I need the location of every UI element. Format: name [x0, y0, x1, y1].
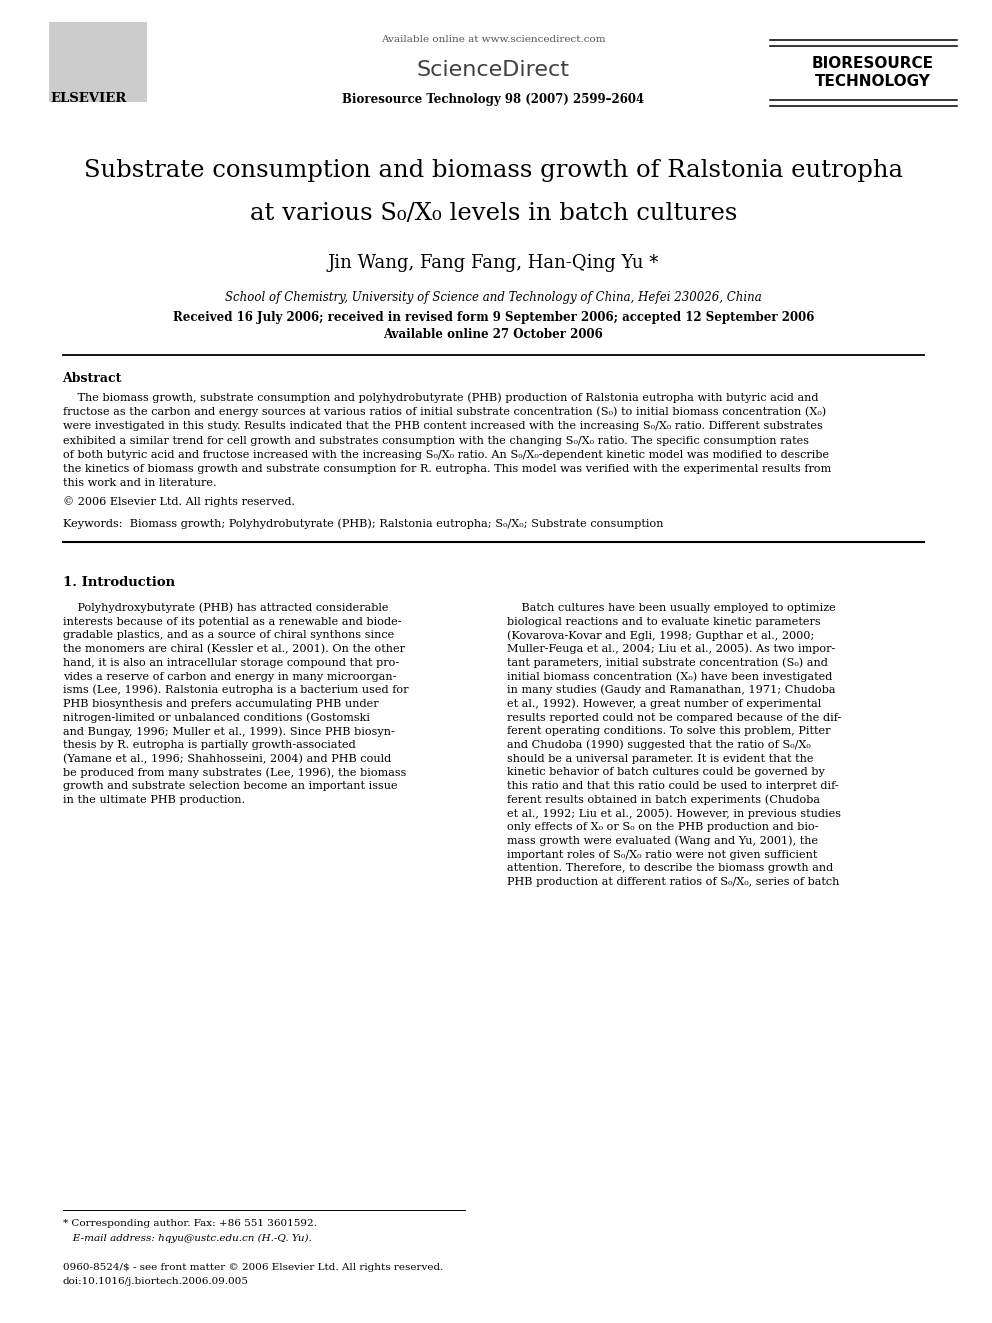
Text: fructose as the carbon and energy sources at various ratios of initial substrate: fructose as the carbon and energy source…	[62, 407, 825, 418]
Text: School of Chemistry, University of Science and Technology of China, Hefei 230026: School of Chemistry, University of Scien…	[225, 291, 762, 303]
Text: vides a reserve of carbon and energy in many microorgan-: vides a reserve of carbon and energy in …	[62, 672, 396, 681]
Text: ferent results obtained in batch experiments (Chudoba: ferent results obtained in batch experim…	[508, 795, 820, 806]
Text: mass growth were evaluated (Wang and Yu, 2001), the: mass growth were evaluated (Wang and Yu,…	[508, 836, 818, 847]
Text: Bioresource Technology 98 (2007) 2599–2604: Bioresource Technology 98 (2007) 2599–26…	[342, 94, 645, 106]
Text: Available online 27 October 2006: Available online 27 October 2006	[384, 328, 603, 340]
Text: of both butyric acid and fructose increased with the increasing S₀/X₀ ratio. An : of both butyric acid and fructose increa…	[62, 450, 828, 460]
Text: in the ultimate PHB production.: in the ultimate PHB production.	[62, 795, 245, 804]
Text: PHB biosynthesis and prefers accumulating PHB under: PHB biosynthesis and prefers accumulatin…	[62, 699, 378, 709]
Text: ELSEVIER: ELSEVIER	[51, 91, 127, 105]
Text: in many studies (Gaudy and Ramanathan, 1971; Chudoba: in many studies (Gaudy and Ramanathan, 1…	[508, 685, 836, 696]
Text: 0960-8524/$ - see front matter © 2006 Elsevier Ltd. All rights reserved.: 0960-8524/$ - see front matter © 2006 El…	[62, 1263, 443, 1273]
Text: interests because of its potential as a renewable and biode-: interests because of its potential as a …	[62, 617, 401, 627]
Text: et al., 1992). However, a great number of experimental: et al., 1992). However, a great number o…	[508, 699, 821, 709]
Text: BIORESOURCE
TECHNOLOGY: BIORESOURCE TECHNOLOGY	[811, 56, 933, 89]
Text: Substrate consumption and biomass growth of Ralstonia eutropha: Substrate consumption and biomass growth…	[84, 159, 903, 181]
Text: were investigated in this study. Results indicated that the PHB content increase: were investigated in this study. Results…	[62, 422, 822, 431]
Text: Keywords:  Biomass growth; Polyhydrobutyrate (PHB); Ralstonia eutropha; S₀/X₀; S: Keywords: Biomass growth; Polyhydrobutyr…	[62, 519, 663, 529]
Text: gradable plastics, and as a source of chiral synthons since: gradable plastics, and as a source of ch…	[62, 630, 394, 640]
Text: ScienceDirect: ScienceDirect	[417, 60, 570, 79]
Text: be produced from many substrates (Lee, 1996), the biomass: be produced from many substrates (Lee, 1…	[62, 767, 406, 778]
Text: important roles of S₀/X₀ ratio were not given sufficient: important roles of S₀/X₀ ratio were not …	[508, 849, 817, 860]
Text: E-mail address: hqyu@ustc.edu.cn (H.-Q. Yu).: E-mail address: hqyu@ustc.edu.cn (H.-Q. …	[62, 1233, 311, 1242]
Text: PHB production at different ratios of S₀/X₀, series of batch: PHB production at different ratios of S₀…	[508, 877, 840, 886]
Text: The biomass growth, substrate consumption and polyhydrobutyrate (PHB) production: The biomass growth, substrate consumptio…	[62, 393, 818, 404]
Text: kinetic behavior of batch cultures could be governed by: kinetic behavior of batch cultures could…	[508, 767, 825, 778]
Text: Batch cultures have been usually employed to optimize: Batch cultures have been usually employe…	[508, 603, 836, 613]
Text: and Chudoba (1990) suggested that the ratio of S₀/X₀: and Chudoba (1990) suggested that the ra…	[508, 740, 811, 750]
Text: 1. Introduction: 1. Introduction	[62, 576, 175, 589]
Text: (Yamane et al., 1996; Shahhosseini, 2004) and PHB could: (Yamane et al., 1996; Shahhosseini, 2004…	[62, 754, 391, 763]
Text: hand, it is also an intracellular storage compound that pro-: hand, it is also an intracellular storag…	[62, 658, 399, 668]
Text: Available online at www.sciencedirect.com: Available online at www.sciencedirect.co…	[381, 36, 606, 45]
Text: Muller-Feuga et al., 2004; Liu et al., 2005). As two impor-: Muller-Feuga et al., 2004; Liu et al., 2…	[508, 644, 835, 655]
Text: this work and in literature.: this work and in literature.	[62, 478, 216, 488]
Text: * Corresponding author. Fax: +86 551 3601592.: * Corresponding author. Fax: +86 551 360…	[62, 1220, 316, 1229]
Text: tant parameters, initial substrate concentration (S₀) and: tant parameters, initial substrate conce…	[508, 658, 828, 668]
Text: and Bungay, 1996; Muller et al., 1999). Since PHB biosyn-: and Bungay, 1996; Muller et al., 1999). …	[62, 726, 394, 737]
Text: thesis by R. eutropha is partially growth-associated: thesis by R. eutropha is partially growt…	[62, 740, 355, 750]
Text: Abstract: Abstract	[62, 372, 122, 385]
Text: Jin Wang, Fang Fang, Han-Qing Yu *: Jin Wang, Fang Fang, Han-Qing Yu *	[327, 254, 659, 273]
Text: doi:10.1016/j.biortech.2006.09.005: doi:10.1016/j.biortech.2006.09.005	[62, 1278, 249, 1286]
Text: attention. Therefore, to describe the biomass growth and: attention. Therefore, to describe the bi…	[508, 864, 833, 873]
Text: only effects of X₀ or S₀ on the PHB production and bio-: only effects of X₀ or S₀ on the PHB prod…	[508, 822, 819, 832]
Text: this ratio and that this ratio could be used to interpret dif-: this ratio and that this ratio could be …	[508, 781, 839, 791]
Text: should be a universal parameter. It is evident that the: should be a universal parameter. It is e…	[508, 754, 814, 763]
Text: © 2006 Elsevier Ltd. All rights reserved.: © 2006 Elsevier Ltd. All rights reserved…	[62, 496, 295, 508]
Text: et al., 1992; Liu et al., 2005). However, in previous studies: et al., 1992; Liu et al., 2005). However…	[508, 808, 841, 819]
Text: Received 16 July 2006; received in revised form 9 September 2006; accepted 12 Se: Received 16 July 2006; received in revis…	[173, 311, 814, 324]
Text: nitrogen-limited or unbalanced conditions (Gostomski: nitrogen-limited or unbalanced condition…	[62, 712, 370, 722]
Text: Polyhydroxybutyrate (PHB) has attracted considerable: Polyhydroxybutyrate (PHB) has attracted …	[62, 603, 388, 614]
Text: (Kovarova-Kovar and Egli, 1998; Gupthar et al., 2000;: (Kovarova-Kovar and Egli, 1998; Gupthar …	[508, 630, 814, 640]
Text: exhibited a similar trend for cell growth and substrates consumption with the ch: exhibited a similar trend for cell growt…	[62, 435, 808, 446]
Text: the kinetics of biomass growth and substrate consumption for R. eutropha. This m: the kinetics of biomass growth and subst…	[62, 464, 831, 474]
Text: results reported could not be compared because of the dif-: results reported could not be compared b…	[508, 713, 842, 722]
Text: the monomers are chiral (Kessler et al., 2001). On the other: the monomers are chiral (Kessler et al.,…	[62, 644, 405, 655]
Text: ferent operating conditions. To solve this problem, Pitter: ferent operating conditions. To solve th…	[508, 726, 831, 737]
Text: growth and substrate selection become an important issue: growth and substrate selection become an…	[62, 781, 397, 791]
Text: at various S₀/X₀ levels in batch cultures: at various S₀/X₀ levels in batch culture…	[250, 201, 737, 225]
Bar	[49, 22, 147, 102]
Text: isms (Lee, 1996). Ralstonia eutropha is a bacterium used for: isms (Lee, 1996). Ralstonia eutropha is …	[62, 685, 408, 696]
Text: biological reactions and to evaluate kinetic parameters: biological reactions and to evaluate kin…	[508, 617, 821, 627]
Text: initial biomass concentration (X₀) have been investigated: initial biomass concentration (X₀) have …	[508, 671, 833, 681]
